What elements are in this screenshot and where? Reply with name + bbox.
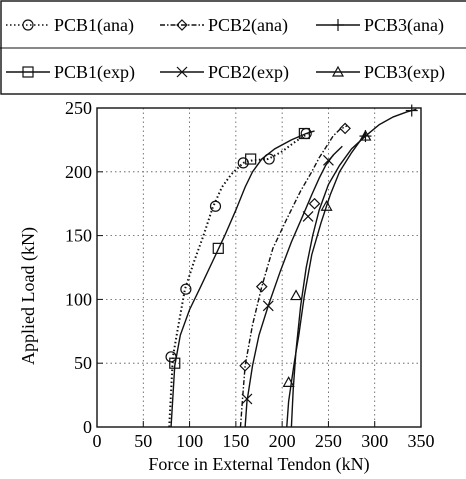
legend-label: PCB1(ana) <box>54 15 134 36</box>
series-line <box>239 125 348 428</box>
data-point <box>180 283 192 295</box>
legend-label: PCB2(ana) <box>208 15 288 36</box>
y-axis-label: Applied Load (kN) <box>18 227 39 365</box>
series-line <box>286 133 367 428</box>
x-tick-label: 200 <box>269 431 296 451</box>
legend-label: PCB1(exp) <box>54 62 135 83</box>
data-point <box>282 376 295 387</box>
series-line <box>170 130 315 428</box>
data-point <box>290 289 303 301</box>
series-line <box>244 145 343 428</box>
series-PCB1(ana) <box>165 127 312 428</box>
data-point <box>359 129 372 141</box>
x-tick-label: 50 <box>134 431 152 451</box>
series-PCB2(ana) <box>239 122 351 428</box>
legend-item: PCB3(ana) <box>316 15 444 36</box>
grid <box>97 108 421 427</box>
series-line <box>290 108 417 428</box>
y-tick-label: 150 <box>65 226 92 246</box>
data-point <box>298 127 310 140</box>
legend-marker <box>176 19 188 31</box>
data-point <box>405 104 418 117</box>
data-point <box>255 280 268 293</box>
y-tick-label: 50 <box>74 353 92 373</box>
data-point <box>209 200 222 212</box>
legend-marker <box>22 19 34 31</box>
y-tick-label: 250 <box>65 98 92 118</box>
data-point <box>302 211 314 222</box>
plot-frame <box>96 107 422 428</box>
legend-marker <box>22 66 34 78</box>
data-point <box>169 357 181 369</box>
data-point <box>239 359 251 372</box>
series-PCB3(exp) <box>282 129 372 428</box>
series-PCB2(exp) <box>241 145 343 428</box>
y-tick-label: 0 <box>83 417 92 437</box>
legend-marker <box>332 19 344 31</box>
x-axis-label: Force in External Tendon (kN) <box>148 454 369 475</box>
data-point <box>308 197 321 210</box>
data-point <box>339 122 351 135</box>
line-chart: Applied Load (kN) Force in External Tend… <box>18 98 435 475</box>
x-tick-label: 250 <box>315 431 342 451</box>
legend-marker <box>331 65 345 77</box>
legend-label: PCB3(ana) <box>364 15 444 36</box>
legend-item: PCB2(exp) <box>160 62 289 83</box>
y-tick-label: 200 <box>65 162 92 182</box>
legend-marker <box>176 66 188 78</box>
data-point <box>237 157 249 169</box>
data-point <box>320 200 333 211</box>
series-line <box>168 132 309 428</box>
data-point <box>262 300 274 312</box>
x-tick-label: 0 <box>93 431 102 451</box>
legend-label: PCB2(exp) <box>208 62 289 83</box>
y-tick-label: 100 <box>65 289 92 309</box>
data-point <box>212 242 224 254</box>
chart-legend: PCB1(ana) PCB2(ana) PCB3(ana) PCB1(exp) PCB2… <box>0 0 466 95</box>
x-tick-label: 150 <box>222 431 249 451</box>
legend-item: PCB2(ana) <box>160 15 288 36</box>
legend-item: PCB1(exp) <box>6 62 135 83</box>
data-point <box>241 393 253 405</box>
legend-item: PCB1(ana) <box>6 15 134 36</box>
data-point <box>165 351 177 363</box>
data-point <box>245 153 257 165</box>
x-tick-label: 300 <box>361 431 388 451</box>
legend-label: PCB3(exp) <box>364 62 445 83</box>
series-PCB1(exp) <box>169 127 315 428</box>
x-tick-label: 100 <box>176 431 203 451</box>
legend-item: PCB3(exp) <box>316 62 445 83</box>
x-tick-label: 350 <box>408 431 435 451</box>
data-point <box>323 154 334 166</box>
